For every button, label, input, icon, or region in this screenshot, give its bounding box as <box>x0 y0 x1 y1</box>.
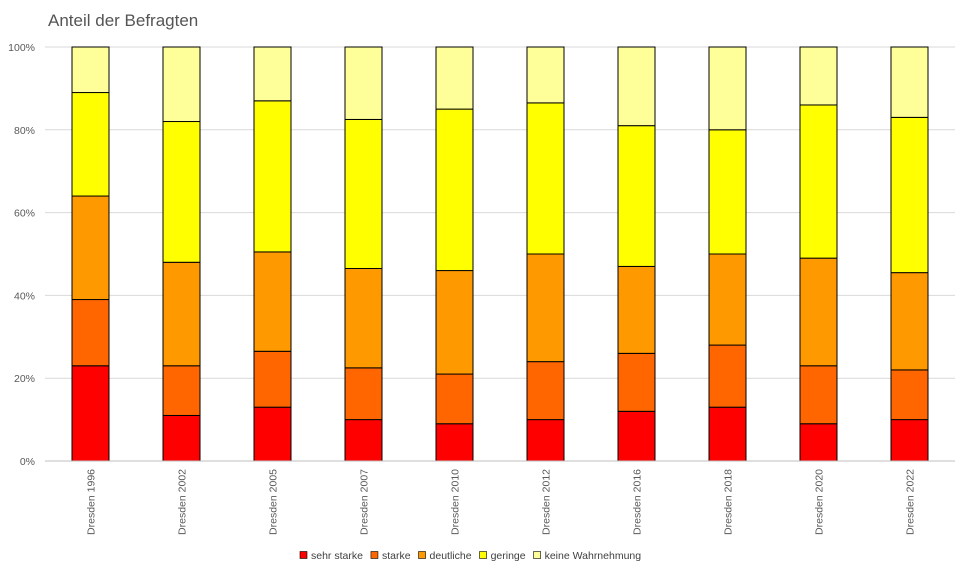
bar-segment-deutliche <box>435 270 474 375</box>
bar-segment-geringe <box>71 92 110 197</box>
chart-title: Anteil der Befragten <box>48 11 199 30</box>
bar-segment-starke <box>708 344 747 408</box>
bar-segment-geringe <box>890 116 929 274</box>
x-category-label: Dresden 2005 <box>268 469 280 535</box>
legend-item: keine Wahrnehmung <box>533 550 642 562</box>
bar-segment-sehr-starke <box>435 423 474 462</box>
bar-segment-keine-wahrnehmung <box>344 46 383 120</box>
bar-segment-keine-wahrnehmung <box>71 46 110 94</box>
bar-segment-keine-wahrnehmung <box>708 46 747 131</box>
x-category-label: Dresden 2022 <box>905 469 917 535</box>
bar-segment-deutliche <box>708 253 747 346</box>
x-category-label: Dresden 2016 <box>632 469 644 535</box>
bar-segment-sehr-starke <box>617 410 656 462</box>
y-tick-label: 20% <box>14 373 35 385</box>
bar-segment-keine-wahrnehmung <box>526 46 565 104</box>
bar-segment-sehr-starke <box>71 365 110 462</box>
bar-segment-geringe <box>708 129 747 255</box>
legend-item: deutliche <box>418 550 472 562</box>
y-tick-label: 80% <box>14 125 35 137</box>
y-tick-label: 0% <box>20 456 35 468</box>
y-tick-label: 60% <box>14 208 35 220</box>
bar-segment-deutliche <box>71 195 110 301</box>
x-category-label: Dresden 2012 <box>541 469 553 535</box>
bar-segment-starke <box>71 299 110 367</box>
bar-segment-starke <box>617 352 656 412</box>
x-category-label: Dresden 2018 <box>723 469 735 535</box>
x-category-label: Dresden 2020 <box>814 469 826 535</box>
bar-segment-keine-wahrnehmung <box>253 46 292 102</box>
legend-label: starke <box>382 550 411 562</box>
bar-segment-geringe <box>344 118 383 269</box>
bar-segment-starke <box>799 365 838 425</box>
bar-segment-geringe <box>799 104 838 259</box>
bar-segment-starke <box>344 367 383 421</box>
bar-stack <box>435 46 474 462</box>
legend-label: sehr starke <box>311 550 363 562</box>
bar-stack <box>708 46 747 462</box>
bar-segment-keine-wahrnehmung <box>799 46 838 106</box>
bar-segment-sehr-starke <box>162 414 201 462</box>
bar-stack <box>344 46 383 462</box>
bar-segment-starke <box>526 361 565 421</box>
bar-segment-starke <box>253 350 292 408</box>
x-category-label: Dresden 1996 <box>86 469 98 535</box>
x-category-label: Dresden 2010 <box>450 469 462 535</box>
bar-segment-geringe <box>526 102 565 255</box>
legend-label: keine Wahrnehmung <box>545 550 642 562</box>
x-category-label: Dresden 2007 <box>359 469 371 535</box>
bar-segment-sehr-starke <box>799 423 838 462</box>
bar-stack <box>617 46 656 462</box>
legend-swatch <box>418 551 426 559</box>
bar-segment-sehr-starke <box>526 419 565 462</box>
bar-segment-keine-wahrnehmung <box>617 46 656 127</box>
legend-item: geringe <box>479 550 526 562</box>
bar-segment-deutliche <box>162 261 201 367</box>
bar-segment-starke <box>162 365 201 416</box>
bar-segment-deutliche <box>617 265 656 354</box>
bar-segment-deutliche <box>253 251 292 352</box>
y-axis-ticks: 0% 20% 40% 60% 80% 100% <box>8 42 35 468</box>
x-axis-categories: Dresden 1996 Dresden 2002 Dresden 2005 Dres… <box>86 469 917 535</box>
bar-segment-sehr-starke <box>344 419 383 462</box>
bar-segment-starke <box>435 373 474 425</box>
y-tick-label: 100% <box>8 42 35 54</box>
bar-stack <box>890 46 929 462</box>
bar-segment-keine-wahrnehmung <box>890 46 929 118</box>
bar-segment-keine-wahrnehmung <box>435 46 474 110</box>
legend-swatch <box>299 551 308 559</box>
legend-swatch <box>479 551 487 559</box>
bar-segment-deutliche <box>799 257 838 367</box>
legend-item: sehr starke <box>299 550 363 562</box>
bar-stack <box>162 46 201 462</box>
legend-label: deutliche <box>430 550 472 562</box>
bar-segment-deutliche <box>344 267 383 369</box>
bars <box>71 46 929 462</box>
bar-stack <box>253 46 292 462</box>
legend: sehr starke starke deutliche geringe keine W… <box>299 550 642 562</box>
bar-segment-geringe <box>617 125 656 267</box>
bar-stack <box>526 46 565 462</box>
bar-segment-geringe <box>435 108 474 272</box>
legend-swatch <box>533 551 541 559</box>
bar-stack <box>799 46 838 462</box>
bar-segment-starke <box>890 369 929 421</box>
bar-stack <box>71 46 110 462</box>
bar-segment-sehr-starke <box>253 406 292 462</box>
bar-segment-deutliche <box>526 253 565 363</box>
bar-segment-sehr-starke <box>890 419 929 462</box>
bar-segment-geringe <box>253 100 292 253</box>
legend-item: starke <box>370 550 411 562</box>
legend-swatch <box>370 551 379 559</box>
bar-segment-sehr-starke <box>708 406 747 462</box>
bar-segment-deutliche <box>890 272 929 371</box>
x-category-label: Dresden 2002 <box>177 469 189 535</box>
y-tick-label: 40% <box>14 290 35 302</box>
bar-segment-geringe <box>162 121 201 263</box>
legend-label: geringe <box>491 550 526 562</box>
bar-segment-keine-wahrnehmung <box>162 46 201 123</box>
